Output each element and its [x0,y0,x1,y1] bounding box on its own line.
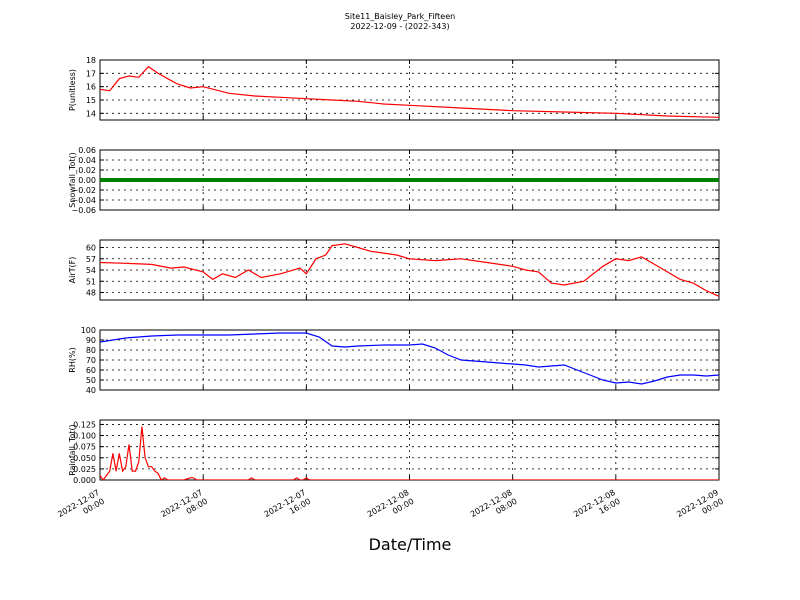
y-tick-label: 51 [86,277,96,286]
y-tick-label: 54 [86,266,96,275]
y-tick-label: 60 [86,244,96,253]
y-tick-label: 0.050 [73,454,96,463]
panel-4: 0.000 0.025 0.050 0.075 0.100 0.125Rainfall_T… [68,419,720,485]
y-axis-label: Snowfall_Tot() [68,152,77,208]
y-tick-label: 48 [86,289,96,298]
y-tick-label: 0.000 [73,476,96,485]
y-tick-label: 70 [86,356,96,365]
y-axis-label: RH(%) [68,347,77,372]
y-tick-label: 0.02 [78,166,96,175]
y-tick-label: 18 [86,56,96,65]
y-tick-label: 0.06 [78,146,96,155]
chart-title: Site11_Baisley_Park_Fifteen [345,12,455,21]
panel-0: 14 15 16 17 18 P(unitless) [68,56,720,121]
y-tick-label: 90 [86,336,96,345]
y-tick-label: 15 [86,96,96,105]
y-tick-label: 0.04 [78,156,96,165]
series-line [100,243,719,297]
y-tick-label: 17 [86,69,96,78]
y-tick-label: 14 [86,109,96,118]
x-axis-label: Date/Time [369,535,452,554]
y-tick-label: 16 [86,83,96,92]
y-axis-label: P(unitless) [68,69,77,111]
y-tick-label: −0.02 [71,186,96,195]
y-tick-label: 0.025 [73,465,96,474]
y-tick-label: 0.100 [73,432,96,441]
y-tick-label: 0.00 [78,176,96,185]
y-axis-label: AirT(F) [68,257,77,284]
y-tick-label: −0.06 [71,206,96,215]
y-tick-label: 60 [86,366,96,375]
panel-1: −0.06−0.04−0.020.000.020.040.06Snowfall_… [68,146,720,215]
y-tick-label: 50 [86,376,96,385]
y-tick-label: −0.04 [71,196,96,205]
chart-panels: 1415161718P(unitless)−0.06−0.04−0.020.00… [68,56,720,485]
y-tick-label: 0.125 [73,420,96,429]
series-line [100,332,719,385]
y-axis-label: Rainfall_Tot() [68,424,77,476]
series-line [100,426,719,480]
panel-2: 48 51 54 57 60 AirT(F) [68,239,720,301]
y-tick-label: 80 [86,346,96,355]
y-tick-label: 100 [81,326,96,335]
y-tick-label: 0.075 [73,443,96,452]
chart-subtitle: 2022-12-09 - (2022-343) [350,22,449,31]
y-tick-label: 40 [86,386,96,395]
y-tick-label: 57 [86,255,96,264]
series-line [100,65,719,118]
